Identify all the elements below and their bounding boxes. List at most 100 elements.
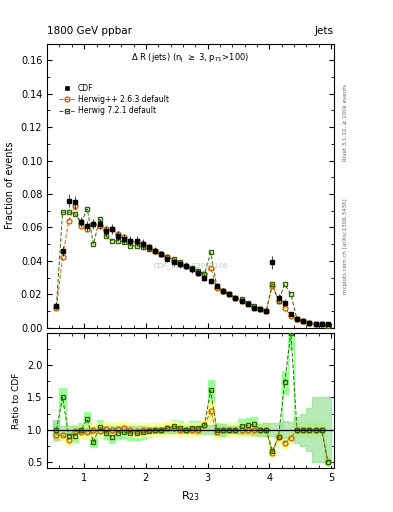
Herwig++ 2.6.3 default [252,305,256,311]
Herwig++ 2.6.3 default [220,288,225,294]
Herwig 7.2.1 default [85,206,90,212]
Herwig++ 2.6.3 default [301,318,306,324]
Herwig++ 2.6.3 default [313,321,318,327]
Herwig++ 2.6.3 default [282,305,287,311]
Y-axis label: Ratio to CDF: Ratio to CDF [12,372,21,429]
Herwig++ 2.6.3 default [128,238,133,244]
Herwig++ 2.6.3 default [159,251,163,257]
Herwig 7.2.1 default [239,296,244,302]
Herwig 7.2.1 default [165,254,170,261]
Herwig++ 2.6.3 default [184,263,188,269]
Herwig++ 2.6.3 default [227,291,231,297]
Herwig++ 2.6.3 default [147,244,151,250]
Y-axis label: Fraction of events: Fraction of events [5,142,15,229]
Legend: CDF, Herwig++ 2.6.3 default, Herwig 7.2.1 default: CDF, Herwig++ 2.6.3 default, Herwig 7.2.… [57,81,171,118]
Herwig 7.2.1 default [122,240,127,246]
Herwig 7.2.1 default [178,260,182,266]
Herwig 7.2.1 default [202,271,207,278]
Text: Jets: Jets [315,27,334,36]
Herwig++ 2.6.3 default [208,264,213,270]
Herwig++ 2.6.3 default [178,261,182,267]
Herwig 7.2.1 default [307,319,312,326]
Herwig++ 2.6.3 default [325,323,330,329]
Herwig 7.2.1 default [128,243,133,249]
Herwig 7.2.1 default [147,246,151,252]
Herwig 7.2.1 default [227,291,231,297]
Herwig 7.2.1 default [320,321,324,327]
Herwig++ 2.6.3 default [288,313,293,319]
Herwig 7.2.1 default [54,303,59,309]
X-axis label: R$_{23}$: R$_{23}$ [181,489,200,503]
Text: 1800 GeV ppbar: 1800 GeV ppbar [47,27,132,36]
Herwig 7.2.1 default [79,219,83,225]
Herwig 7.2.1 default [140,244,145,250]
Herwig 7.2.1 default [91,241,96,247]
Herwig++ 2.6.3 default [165,254,170,261]
Herwig++ 2.6.3 default [60,254,65,261]
Herwig 7.2.1 default [103,232,108,239]
Herwig 7.2.1 default [110,238,114,244]
Herwig 7.2.1 default [220,288,225,294]
Text: CDF_1994_S2952106: CDF_1994_S2952106 [153,262,228,268]
Herwig++ 2.6.3 default [215,285,219,291]
Herwig 7.2.1 default [60,209,65,216]
Herwig 7.2.1 default [288,291,293,297]
Herwig++ 2.6.3 default [91,221,96,227]
Herwig 7.2.1 default [153,248,158,254]
Herwig 7.2.1 default [134,243,139,249]
Herwig 7.2.1 default [301,318,306,324]
Herwig++ 2.6.3 default [270,283,275,289]
Herwig 7.2.1 default [159,251,163,257]
Herwig++ 2.6.3 default [116,231,121,237]
Herwig++ 2.6.3 default [54,305,59,311]
Herwig++ 2.6.3 default [79,223,83,229]
Herwig 7.2.1 default [66,209,71,216]
Herwig 7.2.1 default [313,321,318,327]
Herwig 7.2.1 default [245,300,250,306]
Herwig 7.2.1 default [325,323,330,329]
Herwig 7.2.1 default [184,263,188,269]
Herwig 7.2.1 default [233,294,238,301]
Herwig 7.2.1 default [295,316,299,323]
Herwig++ 2.6.3 default [196,269,201,275]
Herwig++ 2.6.3 default [233,294,238,301]
Herwig 7.2.1 default [196,268,201,274]
Herwig 7.2.1 default [73,211,77,217]
Herwig++ 2.6.3 default [66,218,71,224]
Herwig 7.2.1 default [116,238,121,244]
Line: Herwig++ 2.6.3 default: Herwig++ 2.6.3 default [57,206,328,326]
Herwig++ 2.6.3 default [202,271,207,278]
Herwig++ 2.6.3 default [73,203,77,209]
Herwig 7.2.1 default [270,281,275,287]
Line: Herwig 7.2.1 default: Herwig 7.2.1 default [57,209,328,326]
Herwig++ 2.6.3 default [239,298,244,304]
Herwig 7.2.1 default [252,303,256,309]
Herwig++ 2.6.3 default [320,321,324,327]
Herwig++ 2.6.3 default [153,248,158,254]
Herwig++ 2.6.3 default [190,266,195,272]
Herwig++ 2.6.3 default [122,234,127,241]
Herwig++ 2.6.3 default [295,316,299,323]
Herwig 7.2.1 default [171,256,176,262]
Text: Rivet 3.1.10, ≥ 100k events: Rivet 3.1.10, ≥ 100k events [343,84,347,161]
Herwig 7.2.1 default [208,249,213,255]
Herwig++ 2.6.3 default [97,223,102,229]
Herwig++ 2.6.3 default [171,258,176,264]
Text: mcplots.cern.ch [arXiv:1306.3436]: mcplots.cern.ch [arXiv:1306.3436] [343,198,347,293]
Herwig 7.2.1 default [258,306,263,312]
Herwig 7.2.1 default [190,264,195,270]
Herwig++ 2.6.3 default [307,319,312,326]
Herwig 7.2.1 default [97,216,102,222]
Herwig 7.2.1 default [282,281,287,287]
Herwig++ 2.6.3 default [85,226,90,232]
Herwig++ 2.6.3 default [264,308,268,314]
Text: $\Delta$ R (jets) (n$_{\rm j}$ $\geq$ 3, p$_{T1}$>100): $\Delta$ R (jets) (n$_{\rm j}$ $\geq$ 3,… [131,52,250,65]
Herwig++ 2.6.3 default [140,241,145,247]
Herwig++ 2.6.3 default [245,301,250,307]
Herwig++ 2.6.3 default [276,298,281,304]
Herwig++ 2.6.3 default [103,226,108,232]
Herwig++ 2.6.3 default [110,226,114,232]
Herwig 7.2.1 default [215,283,219,289]
Herwig++ 2.6.3 default [134,240,139,246]
Herwig++ 2.6.3 default [258,306,263,312]
